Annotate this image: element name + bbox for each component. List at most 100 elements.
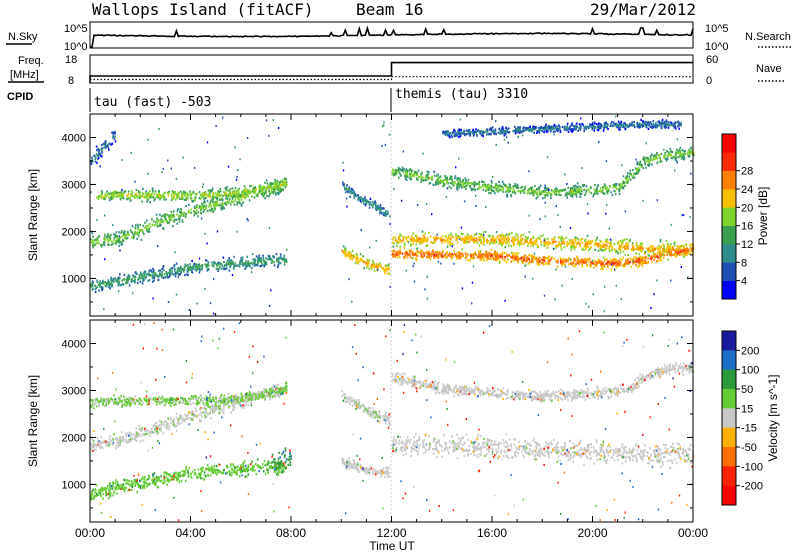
- data-cell: [200, 264, 203, 267]
- data-cell: [110, 192, 113, 195]
- data-cell: [514, 235, 516, 238]
- data-cell: [519, 131, 522, 134]
- data-cell: [153, 269, 155, 272]
- data-cell: [282, 182, 284, 185]
- data-cell: [629, 122, 631, 126]
- data-cell: [282, 188, 284, 191]
- data-cell: [542, 191, 545, 194]
- data-cell: [638, 260, 640, 263]
- data-cell: [274, 191, 277, 194]
- data-cell: [613, 258, 615, 262]
- data-cell: [263, 265, 266, 268]
- data-cell: [535, 197, 538, 200]
- data-cell: [430, 255, 432, 258]
- data-cell: [435, 253, 438, 256]
- data-cell: [241, 256, 244, 259]
- data-cell: [384, 272, 386, 275]
- data-cell: [169, 272, 172, 275]
- data-cell: [597, 124, 599, 127]
- data-cell: [585, 188, 588, 191]
- data-cell: [429, 253, 432, 256]
- data-cell: [566, 242, 568, 245]
- data-cell: [226, 186, 228, 189]
- data-cell: [554, 193, 557, 196]
- data-cell: [231, 200, 233, 203]
- data-cell: [203, 201, 205, 204]
- data-cell: [519, 129, 522, 133]
- data-cell: [637, 167, 640, 170]
- data-cell: [656, 247, 658, 250]
- data-cell: [651, 163, 653, 166]
- data-cell: [579, 186, 582, 189]
- data-cell: [232, 263, 234, 266]
- data-cell: [671, 248, 673, 252]
- data-cell: [549, 259, 551, 262]
- data-cell: [691, 243, 693, 246]
- data-cell: [96, 238, 99, 241]
- data-cell: [259, 258, 262, 261]
- data-cell: [677, 150, 680, 153]
- data-cell: [128, 197, 131, 200]
- data-cell: [221, 267, 223, 270]
- data-cell: [245, 260, 247, 263]
- data-cell: [105, 146, 107, 149]
- data-cell: [196, 268, 198, 271]
- data-cell: [615, 260, 618, 263]
- freq-unit-label: [MHz]: [10, 69, 39, 81]
- data-cell: [259, 190, 261, 193]
- data-cell: [199, 197, 202, 200]
- data-cell: [521, 260, 523, 263]
- data-cell: [246, 189, 249, 192]
- data-cell: [122, 234, 125, 237]
- data-cell: [259, 265, 262, 268]
- data-cell: [179, 265, 182, 268]
- frequency-panel: Freq. [MHz] 18 8 60 0 Nave: [8, 54, 784, 87]
- data-cell: [517, 186, 520, 189]
- data-cell: [147, 191, 150, 195]
- data-cell: [182, 213, 184, 216]
- data-cell: [343, 251, 345, 254]
- data-cell: [139, 194, 141, 197]
- data-cell: [348, 187, 351, 190]
- data-cell: [450, 234, 453, 237]
- data-cell: [531, 186, 534, 189]
- data-cell: [123, 233, 126, 236]
- data-cell: [194, 196, 197, 199]
- data-cell: [648, 162, 651, 165]
- data-cell: [253, 260, 256, 263]
- data-cell: [122, 192, 125, 195]
- data-cell: [523, 255, 526, 258]
- data-cell: [274, 178, 276, 181]
- data-cell: [157, 278, 160, 281]
- data-cell: [117, 282, 120, 285]
- data-cell: [206, 269, 209, 272]
- data-cell: [527, 257, 529, 260]
- data-cell: [166, 220, 169, 223]
- data-cell: [531, 189, 533, 192]
- data-cell: [620, 245, 622, 249]
- data-cell: [183, 266, 186, 270]
- data-cell: [670, 153, 672, 156]
- data-cell: [502, 182, 505, 185]
- data-cell: [518, 257, 521, 261]
- data-cell: [233, 264, 236, 267]
- data-cell: [348, 254, 350, 257]
- data-cell: [209, 201, 212, 204]
- data-cell: [460, 232, 463, 236]
- noise-sky-label: N.Sky: [8, 31, 38, 43]
- data-cell: [159, 198, 161, 201]
- data-cell: [252, 190, 254, 193]
- data-cell: [351, 191, 353, 195]
- data-cell: [352, 188, 354, 192]
- data-cell: [508, 254, 511, 257]
- data-cell: [516, 128, 518, 132]
- data-cell: [223, 207, 225, 210]
- data-cell: [541, 262, 543, 265]
- data-cell: [357, 261, 359, 264]
- data-cell: [472, 134, 475, 137]
- data-cell: [146, 227, 149, 230]
- data-cell: [396, 239, 398, 242]
- data-cell: [561, 125, 564, 128]
- data-cell: [611, 124, 614, 127]
- data-cell: [410, 249, 412, 252]
